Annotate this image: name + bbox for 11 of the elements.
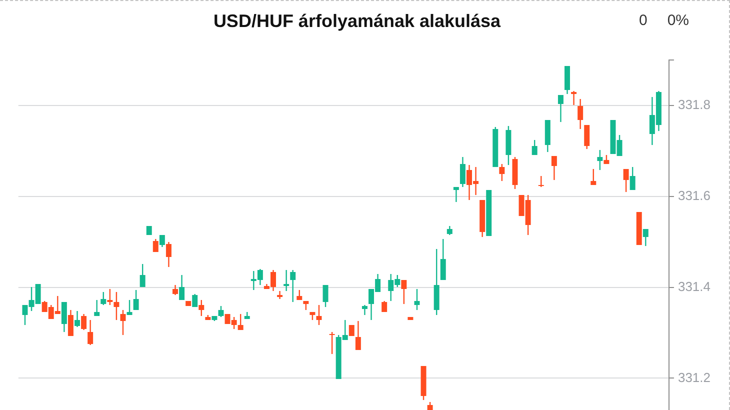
text: 0 <box>638 11 648 31</box>
y-tick-label: 331.6 <box>678 188 711 203</box>
candlestick <box>277 291 283 299</box>
y-tick-label: 331.2 <box>678 370 711 385</box>
candlestick <box>284 270 290 291</box>
text: 0% <box>667 11 689 31</box>
candlestick <box>571 91 577 105</box>
chart-title: USD/HUF árfolyamának alakulása <box>213 11 501 31</box>
candlestick <box>453 187 459 202</box>
y-tick-label: 331.8 <box>678 97 711 112</box>
y-tick-label: 331.4 <box>678 278 711 294</box>
